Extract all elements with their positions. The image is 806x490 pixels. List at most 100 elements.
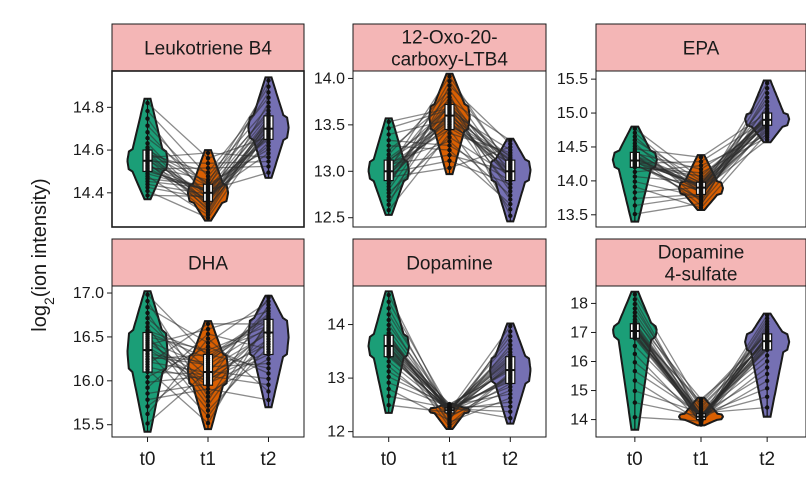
data-point [447,95,452,100]
facet-strip [111,23,305,72]
data-point [266,100,271,105]
data-point [145,130,150,135]
data-point [145,324,150,330]
x-tick-label: t2 [502,449,518,470]
data-point [447,147,452,153]
data-point [508,197,513,202]
data-point [764,106,770,112]
y-axis-title-base: log [29,305,51,332]
data-point [386,369,391,374]
y-tick-label: 18 [570,295,588,312]
data-point [145,397,150,402]
data-point [632,174,638,179]
data-point [386,155,391,161]
facet-title: EPA [683,39,720,60]
data-point [447,131,452,136]
data-point [266,371,271,376]
y-tick-label: 14.4 [73,185,104,202]
data-point [764,378,770,383]
y-tick-label: 15 [570,383,588,400]
data-point [205,344,211,349]
x-tick-label: t2 [261,449,277,470]
data-point [266,143,271,149]
data-point [145,135,150,141]
data-point [205,347,211,353]
data-point [266,295,271,300]
x-axis-labels: t0 t1 t2 t0 t1 t2 t0 t1 t2 [140,437,775,470]
facet-title: 12-Oxo-20- [401,28,497,49]
y-tick-label: 16.0 [73,373,104,390]
data-point [632,169,638,175]
data-point [205,413,211,419]
data-point [205,326,211,332]
data-point [698,173,704,179]
data-point [447,152,452,158]
y-tick-label: 17 [570,324,588,341]
data-point [266,147,271,152]
data-point [698,159,704,164]
facet-strip [595,238,806,287]
data-point [632,306,638,311]
data-point [266,164,271,169]
data-point [205,420,211,426]
y-axis-title: log2(ion intensity) [29,178,57,331]
data-point [632,203,638,208]
data-point [632,141,638,146]
svg-text:log2(ion intensity): log2(ion intensity) [29,178,57,331]
data-point [764,95,770,100]
data-point [632,360,638,365]
data-point [205,161,211,166]
data-point [632,126,638,131]
y-tick-label: 14 [327,317,345,334]
facet-panel: 12-Oxo-20-carboxy-LTB4 12.5 13.0 13.5 14.0 [314,23,547,228]
data-point [386,327,391,332]
data-point [447,165,452,171]
data-point [632,314,638,319]
data-point [386,152,391,157]
data-point [764,394,770,399]
y-tick-label: 12.5 [314,210,345,227]
data-point [205,408,211,413]
data-point [386,292,391,298]
facet-title: Dopamine [658,243,745,264]
data-point [632,378,638,383]
data-point [764,386,770,391]
data-point [386,380,391,385]
data-point [205,340,211,346]
y-tick-label: 16.5 [73,329,104,346]
data-point [266,108,271,114]
data-point [145,141,150,146]
facet-title: carboxy-LTB4 [391,50,508,71]
x-tick-label: t1 [442,449,458,470]
data-point [386,187,391,192]
data-point [764,365,770,370]
data-point [386,299,391,304]
data-point [508,384,513,389]
data-point [205,156,211,161]
data-point [386,190,391,196]
data-point [632,184,638,189]
data-point [145,316,150,321]
facet-title: 4-sulfate [665,265,738,286]
data-point [205,390,211,395]
data-point [632,211,638,217]
facet-panel: DHA 15.5 16.0 16.5 17.0 [73,238,305,438]
data-point [508,391,513,397]
data-point [698,167,704,172]
data-point [386,132,391,137]
data-point [145,123,150,128]
data-point [386,119,391,125]
data-point [205,177,211,182]
facet-title: Leukotriene B4 [144,39,272,60]
data-point [508,346,513,352]
data-point [632,179,638,184]
data-point [508,334,513,339]
y-tick-label: 16 [570,354,588,371]
y-tick-label: 13.5 [557,207,588,224]
data-point [205,336,211,341]
data-point [447,91,452,97]
data-point [266,366,271,371]
y-axis-title-subscript: 2 [41,297,57,305]
